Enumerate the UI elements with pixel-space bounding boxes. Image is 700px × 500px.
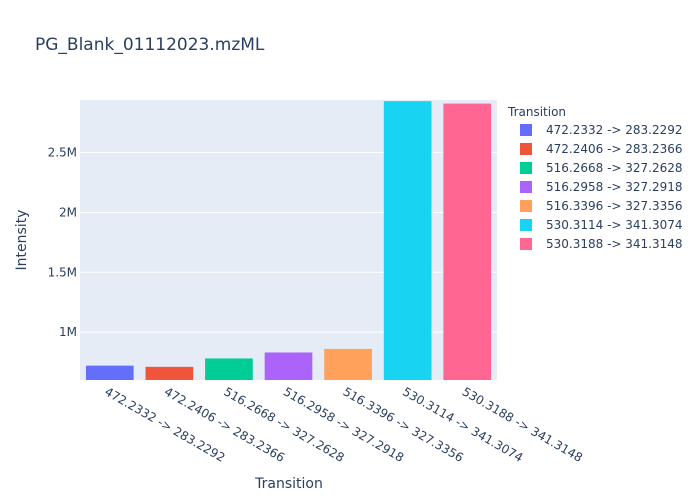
bar[interactable] xyxy=(383,101,432,380)
y-tick-label: 1M xyxy=(59,325,77,339)
y-tick-label: 1.5M xyxy=(48,265,77,279)
y-tick-label: 2.5M xyxy=(48,146,77,160)
bar[interactable] xyxy=(324,348,372,380)
legend-swatch[interactable] xyxy=(520,238,532,250)
legend-label[interactable]: 472.2406 -> 283.2366 xyxy=(546,142,683,156)
y-tick-labels: 1M 1.5M 2M 2.5M xyxy=(48,146,77,339)
legend-label[interactable]: 472.2332 -> 283.2292 xyxy=(546,123,683,137)
bar[interactable] xyxy=(443,103,492,380)
legend-swatch[interactable] xyxy=(520,162,532,174)
y-axis-title: Intensity xyxy=(14,210,30,271)
legend-swatch[interactable] xyxy=(520,143,532,155)
bar[interactable] xyxy=(145,366,194,380)
legend-label[interactable]: 530.3188 -> 341.3148 xyxy=(546,237,683,251)
legend-label[interactable]: 516.3396 -> 327.3356 xyxy=(546,199,683,213)
legend-title: Transition xyxy=(507,105,566,119)
legend-label[interactable]: 530.3114 -> 341.3074 xyxy=(546,218,683,232)
legend-label[interactable]: 516.2668 -> 327.2628 xyxy=(546,161,683,175)
legend-swatch[interactable] xyxy=(520,219,532,231)
bar[interactable] xyxy=(205,358,253,380)
legend-swatch[interactable] xyxy=(520,181,532,193)
y-tick-label: 2M xyxy=(59,205,77,219)
chart-title: PG_Blank_01112023.mzML xyxy=(35,35,265,55)
plot-background xyxy=(80,100,497,380)
legend-label[interactable]: 516.2958 -> 327.2918 xyxy=(546,180,683,194)
legend-swatch[interactable] xyxy=(520,124,532,136)
bar[interactable] xyxy=(264,352,313,380)
bar[interactable] xyxy=(85,365,134,380)
bars xyxy=(85,101,492,380)
legend[interactable]: 472.2332 -> 283.2292 472.2406 -> 283.2366… xyxy=(520,123,683,251)
x-axis-title: Transition xyxy=(254,476,323,492)
legend-swatch[interactable] xyxy=(520,200,532,212)
